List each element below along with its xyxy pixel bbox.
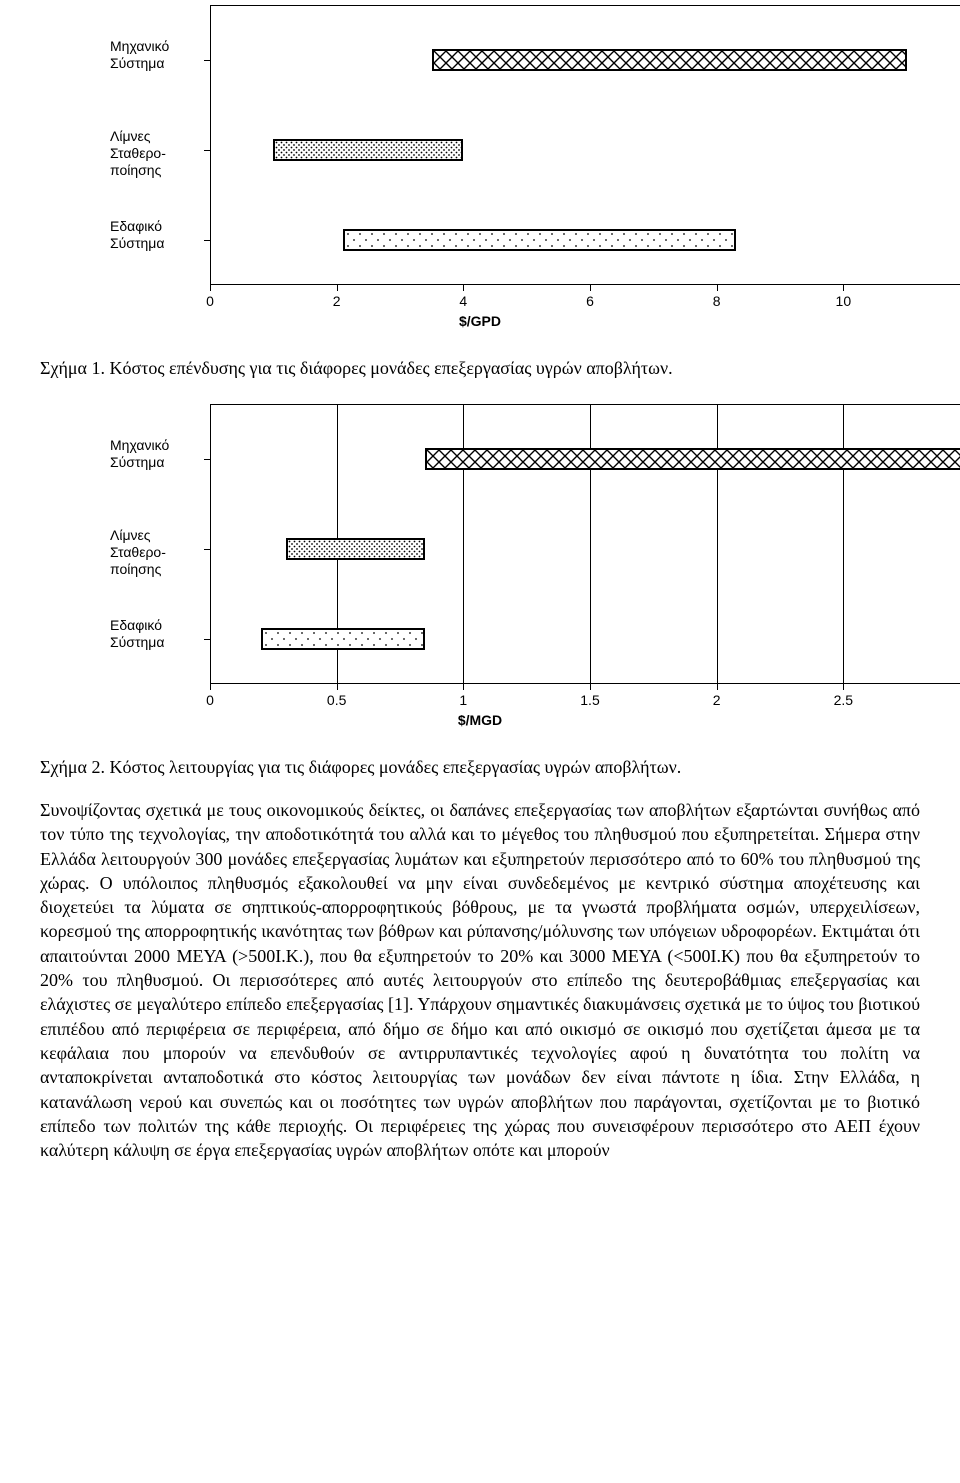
y-tick: [204, 549, 210, 550]
x-tick: [717, 684, 718, 690]
x-tick-label: 10: [836, 293, 852, 309]
x-tick: [463, 285, 464, 291]
gridline: [463, 404, 464, 684]
x-tick: [843, 684, 844, 690]
y-category-label: ΕδαφικόΣύστημα: [40, 218, 192, 252]
x-tick: [843, 285, 844, 291]
range-bar: [261, 628, 426, 650]
y-tick: [204, 150, 210, 151]
chart1-canvas: ΜηχανικόΣύστημα ΛίμνεςΣταθερο-ποίησης Εδαφ…: [40, 0, 920, 350]
y-category-label: ΛίμνεςΣταθερο-ποίησης: [40, 527, 192, 577]
y-category-label: ΛίμνεςΣταθερο-ποίησης: [40, 128, 192, 178]
range-bar: [432, 49, 907, 71]
chart-2: ΜηχανικόΣύστημα ΛίμνεςΣταθερο-ποίησης Εδαφ…: [40, 399, 920, 749]
x-tick: [337, 684, 338, 690]
range-bar: [286, 538, 425, 560]
chart2-canvas: ΜηχανικόΣύστημα ΛίμνεςΣταθερο-ποίησης Εδαφ…: [40, 399, 920, 749]
x-tick: [463, 684, 464, 690]
x-tick-label: 2: [713, 692, 721, 708]
gridline: [590, 404, 591, 684]
x-tick-label: 8: [713, 293, 721, 309]
caption-1: Σχήμα 1. Κόστος επένδυσης για τις διάφορ…: [40, 358, 920, 379]
y-tick: [204, 240, 210, 241]
y-category-label: ΕδαφικόΣύστημα: [40, 617, 192, 651]
x-tick: [210, 285, 211, 291]
x-tick-label: 1.5: [580, 692, 599, 708]
x-tick-label: 4: [459, 293, 467, 309]
x-tick: [590, 684, 591, 690]
caption-2: Σχήμα 2. Κόστος λειτουργίας για τις διάφ…: [40, 757, 920, 778]
x-tick-label: 2: [333, 293, 341, 309]
y-category-label: ΜηχανικόΣύστημα: [40, 38, 192, 72]
y-tick: [204, 60, 210, 61]
x-axis-label: $/GPD: [459, 313, 501, 329]
x-axis-label: $/MGD: [458, 712, 502, 728]
chart-1: ΜηχανικόΣύστημα ΛίμνεςΣταθερο-ποίησης Εδαφ…: [40, 0, 920, 350]
range-bar: [343, 229, 736, 251]
body-paragraph: Συνοψίζοντας σχετικά με τους οικονομικού…: [40, 798, 920, 1162]
range-bar: [273, 139, 463, 161]
gridline: [717, 404, 718, 684]
x-tick-label: 0: [206, 692, 214, 708]
x-tick: [210, 684, 211, 690]
x-tick-label: 6: [586, 293, 594, 309]
x-tick-label: 2.5: [834, 692, 853, 708]
x-tick: [590, 285, 591, 291]
y-tick: [204, 639, 210, 640]
x-tick-label: 0: [206, 293, 214, 309]
x-tick: [717, 285, 718, 291]
x-tick-label: 1: [459, 692, 467, 708]
range-bar: [425, 448, 960, 470]
y-category-label: ΜηχανικόΣύστημα: [40, 437, 192, 471]
gridline: [843, 404, 844, 684]
y-tick: [204, 459, 210, 460]
x-tick-label: 0.5: [327, 692, 346, 708]
x-tick: [337, 285, 338, 291]
